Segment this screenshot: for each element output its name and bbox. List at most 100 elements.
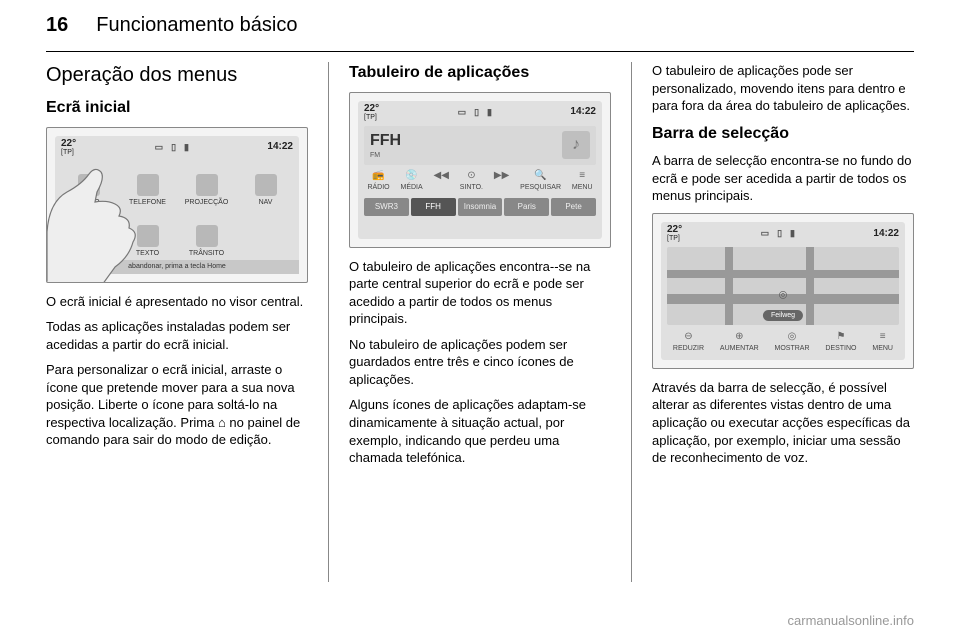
- temperature: 22°: [364, 104, 379, 114]
- menu-icon: ≡: [579, 169, 585, 183]
- status-icon: ▮: [487, 106, 492, 118]
- road-v1: [725, 247, 733, 325]
- seek-fwd-button[interactable]: ▶▶: [494, 169, 509, 193]
- preset-paris[interactable]: Paris: [504, 198, 549, 217]
- preset-pete[interactable]: Pete: [551, 198, 596, 217]
- paragraph: O tabuleiro de aplicações pode ser perso…: [652, 62, 914, 115]
- watermark: carmanualsonline.info: [788, 613, 914, 628]
- projection-icon: [196, 174, 218, 196]
- paragraph: O ecrã inicial é apresentado no visor ce…: [46, 293, 308, 311]
- page-header: 16 Funcionamento básico: [46, 14, 914, 37]
- seek-back-button[interactable]: ◀◀: [434, 169, 449, 193]
- status-icons: ▭ ▯ ▮: [155, 141, 189, 153]
- paragraph: Todas as aplicações instaladas podem ser…: [46, 318, 308, 353]
- column-separator: [328, 62, 329, 582]
- tile-label: TRÂNSITO: [189, 249, 224, 258]
- subsection-title: Tabuleiro de aplicações: [349, 62, 611, 84]
- media-button[interactable]: 💿MÉDIA: [400, 169, 422, 193]
- destination-button[interactable]: ⚑DESTINO: [825, 330, 856, 354]
- tile-label: AJUS: [80, 249, 98, 258]
- control-label: PESQUISAR: [520, 183, 561, 192]
- tp-indicator: [TP]: [364, 114, 379, 121]
- body-text: Através da barra de selecção, é possível…: [652, 379, 914, 467]
- position-marker-icon: ◎: [779, 289, 788, 303]
- body-text: O tabuleiro de aplicações encontra--se n…: [349, 258, 611, 467]
- screen-inner: 22° [TP] ▭ ▯ ▮ 14:22 FFH FM: [358, 101, 602, 239]
- screen-inner: 22° [TP] ▭ ▯ ▮ 14:22 ÁUDIO TELEFONE: [55, 136, 299, 274]
- body-text: O ecrã inicial é apresentado no visor ce…: [46, 293, 308, 449]
- control-label: MENU: [572, 183, 593, 192]
- subsection-title: Barra de selecção: [652, 123, 914, 145]
- selection-bar-screenshot: 22° [TP] ▭ ▯ ▮ 14:22: [652, 213, 914, 369]
- status-icon: ▮: [790, 227, 795, 239]
- app-grid: ÁUDIO TELEFONE PROJECÇÃO NAV AJUS TEXTO …: [55, 159, 299, 261]
- app-tile-empty: [238, 211, 293, 258]
- status-icon: ▭: [155, 141, 164, 153]
- app-tile-traffic[interactable]: TRÂNSITO: [179, 211, 234, 258]
- tile-label: PROJECÇÃO: [185, 198, 229, 207]
- station-name: FFH: [370, 130, 401, 152]
- app-tile-settings[interactable]: AJUS: [61, 211, 116, 258]
- status-left: 22° [TP]: [667, 225, 682, 242]
- home-screen-screenshot: 22° [TP] ▭ ▯ ▮ 14:22 ÁUDIO TELEFONE: [46, 127, 308, 283]
- tune-button[interactable]: ⊙SINTO.: [460, 169, 483, 193]
- nav-controls: ⊖REDUZIR ⊕AUMENTAR ◎MOSTRAR ⚑DESTINO ≡ME…: [661, 327, 905, 360]
- tp-indicator: [TP]: [61, 149, 76, 156]
- forward-icon: ▶▶: [494, 169, 509, 183]
- search-button[interactable]: 🔍PESQUISAR: [520, 169, 561, 193]
- column-1: Operação dos menus Ecrã inicial 22° [TP]…: [46, 62, 308, 582]
- app-tile-text[interactable]: TEXTO: [120, 211, 175, 258]
- station-block: FFH FM: [370, 130, 401, 161]
- preset-insomnia[interactable]: Insomnia: [458, 198, 503, 217]
- menu-button[interactable]: ≡MENU: [572, 169, 593, 193]
- control-label: DESTINO: [825, 344, 856, 353]
- preset-swr3[interactable]: SWR3: [364, 198, 409, 217]
- control-label: MÉDIA: [400, 183, 422, 192]
- status-bar: 22° [TP] ▭ ▯ ▮ 14:22: [55, 136, 299, 159]
- screen-footer-hint: abandonar, prima a tecla Home: [55, 260, 299, 273]
- map-area[interactable]: ◎ Feilweg: [667, 247, 899, 325]
- zoom-in-button[interactable]: ⊕AUMENTAR: [720, 330, 759, 354]
- body-text: A barra de selecção encontra-se no fundo…: [652, 152, 914, 205]
- manual-page: 16 Funcionamento básico Operação dos men…: [0, 0, 960, 642]
- paragraph: Para personalizar o ecrã inicial, arrast…: [46, 361, 308, 449]
- paragraph: No tabuleiro de aplicações podem ser gua…: [349, 336, 611, 389]
- menu-icon: ≡: [880, 330, 886, 344]
- app-tile-audio[interactable]: ÁUDIO: [61, 161, 116, 208]
- control-label: MOSTRAR: [775, 344, 810, 353]
- zoom-in-icon: ⊕: [735, 330, 743, 344]
- control-label: MENU: [872, 344, 893, 353]
- radio-controls: 📻RÁDIO 💿MÉDIA ◀◀ ⊙SINTO. ▶▶ 🔍PESQUISAR ≡…: [358, 167, 602, 195]
- status-icon: ▯: [777, 227, 782, 239]
- subsection-title: Ecrã inicial: [46, 97, 308, 119]
- paragraph: A barra de selecção encontra-se no fundo…: [652, 152, 914, 205]
- clock: 14:22: [570, 105, 596, 119]
- street-label: Feilweg: [763, 310, 803, 321]
- paragraph: O tabuleiro de aplicações encontra--se n…: [349, 258, 611, 328]
- show-icon: ◎: [788, 330, 797, 344]
- preset-ffh[interactable]: FFH: [411, 198, 456, 217]
- app-tile-phone[interactable]: TELEFONE: [120, 161, 175, 208]
- menu-button[interactable]: ≡MENU: [872, 330, 893, 354]
- app-tile-nav[interactable]: NAV: [238, 161, 293, 208]
- radio-button[interactable]: 📻RÁDIO: [367, 169, 389, 193]
- media-icon: 💿: [405, 169, 417, 183]
- section-title: Operação dos menus: [46, 62, 308, 89]
- zoom-out-button[interactable]: ⊖REDUZIR: [673, 330, 704, 354]
- traffic-icon: [196, 225, 218, 247]
- header-rule: [46, 51, 914, 52]
- app-tray-screenshot: 22° [TP] ▭ ▯ ▮ 14:22 FFH FM: [349, 92, 611, 248]
- status-icon: ▭: [458, 106, 467, 118]
- page-number: 16: [46, 14, 68, 37]
- radio-info: FFH FM ♪: [364, 126, 596, 165]
- column-separator: [631, 62, 632, 582]
- show-button[interactable]: ◎MOSTRAR: [775, 330, 810, 354]
- clock: 14:22: [873, 227, 899, 241]
- app-tile-projection[interactable]: PROJECÇÃO: [179, 161, 234, 208]
- audio-icon: [78, 174, 100, 196]
- body-text: O tabuleiro de aplicações pode ser perso…: [652, 62, 914, 115]
- search-icon: 🔍: [534, 169, 546, 183]
- columns: Operação dos menus Ecrã inicial 22° [TP]…: [46, 62, 914, 582]
- control-label: AUMENTAR: [720, 344, 759, 353]
- settings-icon: [78, 225, 100, 247]
